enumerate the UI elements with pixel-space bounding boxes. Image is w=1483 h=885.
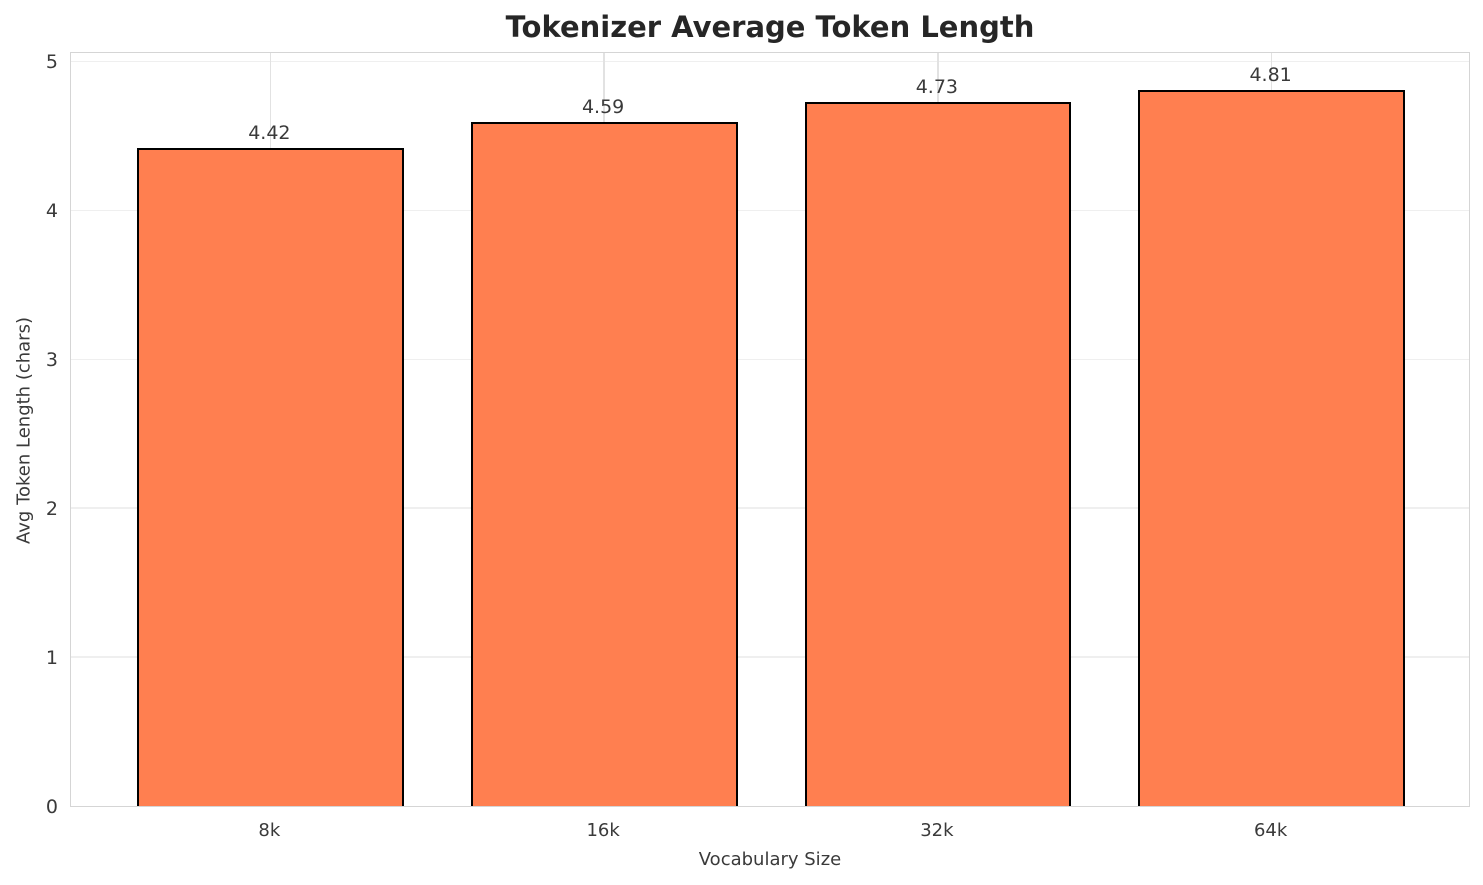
chart-title: Tokenizer Average Token Length <box>505 10 1035 44</box>
bar-value-label: 4.59 <box>581 96 625 119</box>
y-tick-label: 5 <box>45 51 58 74</box>
y-axis-label: Avg Token Length (chars) <box>13 317 35 544</box>
bar-value-label: 4.42 <box>248 121 291 144</box>
horizontal-gridline <box>71 358 1469 361</box>
plot-area <box>70 52 1470 807</box>
bar-value-label: 4.73 <box>915 75 959 98</box>
horizontal-gridline <box>71 209 1469 212</box>
horizontal-gridline <box>71 656 1469 658</box>
horizontal-gridline <box>71 60 1469 63</box>
bar-16k <box>470 122 738 806</box>
x-tick-label: 64k <box>1253 820 1288 841</box>
y-tick-label: 1 <box>45 647 58 670</box>
x-axis-label: Vocabulary Size <box>698 849 842 870</box>
y-tick-label: 3 <box>45 349 58 372</box>
x-tick-label: 32k <box>920 820 954 841</box>
y-tick-label: 2 <box>45 498 58 521</box>
y-tick-label: 0 <box>45 796 58 818</box>
bar-64k <box>1138 89 1405 806</box>
bar-32k <box>804 101 1072 806</box>
y-tick-label: 4 <box>45 200 58 223</box>
x-tick-label: 16k <box>586 820 620 841</box>
horizontal-gridline <box>71 507 1469 509</box>
bar-value-label: 4.81 <box>1249 63 1292 86</box>
bar-8k <box>137 147 404 806</box>
x-tick-label: 8k <box>258 820 281 841</box>
